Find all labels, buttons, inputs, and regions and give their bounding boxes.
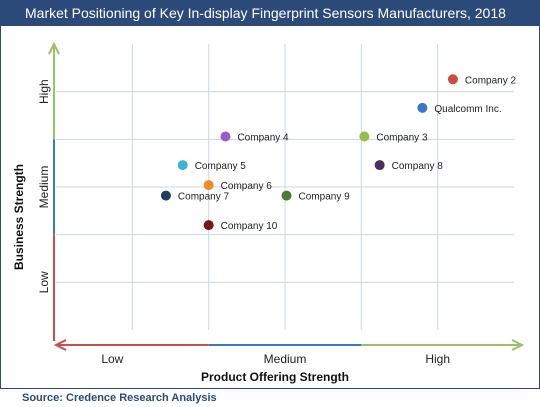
data-point-label: Company 5 bbox=[195, 161, 247, 172]
x-level-label: Low bbox=[101, 352, 123, 366]
grid-lines bbox=[56, 44, 514, 330]
data-point-label: Company 3 bbox=[376, 132, 428, 143]
data-point bbox=[220, 131, 231, 142]
y-axis-origin-arrowhead bbox=[53, 339, 67, 351]
data-point-label: Qualcomm Inc. bbox=[434, 104, 501, 115]
data-point bbox=[417, 102, 428, 113]
data-point bbox=[374, 160, 385, 171]
data-points: Company 2 Qualcomm Inc. Company 4 Company 3… bbox=[160, 74, 517, 232]
x-axis-title: Product Offering Strength bbox=[201, 370, 349, 384]
y-level-label: Low bbox=[37, 271, 51, 293]
y-axis-title: Business Strength bbox=[12, 164, 26, 270]
x-level-label: High bbox=[425, 352, 450, 366]
x-level-label: Medium bbox=[264, 352, 307, 366]
data-point bbox=[203, 180, 214, 191]
y-level-label: High bbox=[37, 79, 51, 104]
y-axis-arrowhead bbox=[48, 41, 60, 55]
x-axis-arrowhead bbox=[511, 339, 525, 351]
data-point bbox=[447, 74, 458, 85]
data-point bbox=[281, 190, 292, 201]
source-note: Source: Credence Research Analysis bbox=[0, 388, 540, 407]
axes bbox=[48, 41, 525, 351]
data-point-label: Company 7 bbox=[178, 192, 230, 203]
y-level-label: Medium bbox=[37, 166, 51, 209]
axis-labels: Low Medium High Low Medium High Product Offeri… bbox=[12, 79, 450, 384]
scatter-chart: Low Medium High Low Medium High Product Offeri… bbox=[12, 41, 525, 384]
data-point bbox=[177, 160, 188, 171]
chart-frame: Low Medium High Low Medium High Product Offeri… bbox=[0, 26, 540, 388]
data-point-label: Company 10 bbox=[221, 221, 278, 232]
data-point bbox=[359, 131, 370, 142]
data-point-label: Company 4 bbox=[237, 132, 289, 143]
data-point bbox=[203, 220, 214, 231]
data-point-label: Company 6 bbox=[221, 181, 273, 192]
data-point-label: Company 8 bbox=[392, 161, 444, 172]
data-point-label: Company 2 bbox=[465, 75, 517, 86]
data-point-label: Company 9 bbox=[299, 192, 351, 203]
chart-title: Market Positioning of Key In-display Fin… bbox=[0, 0, 540, 26]
data-point bbox=[160, 190, 171, 201]
